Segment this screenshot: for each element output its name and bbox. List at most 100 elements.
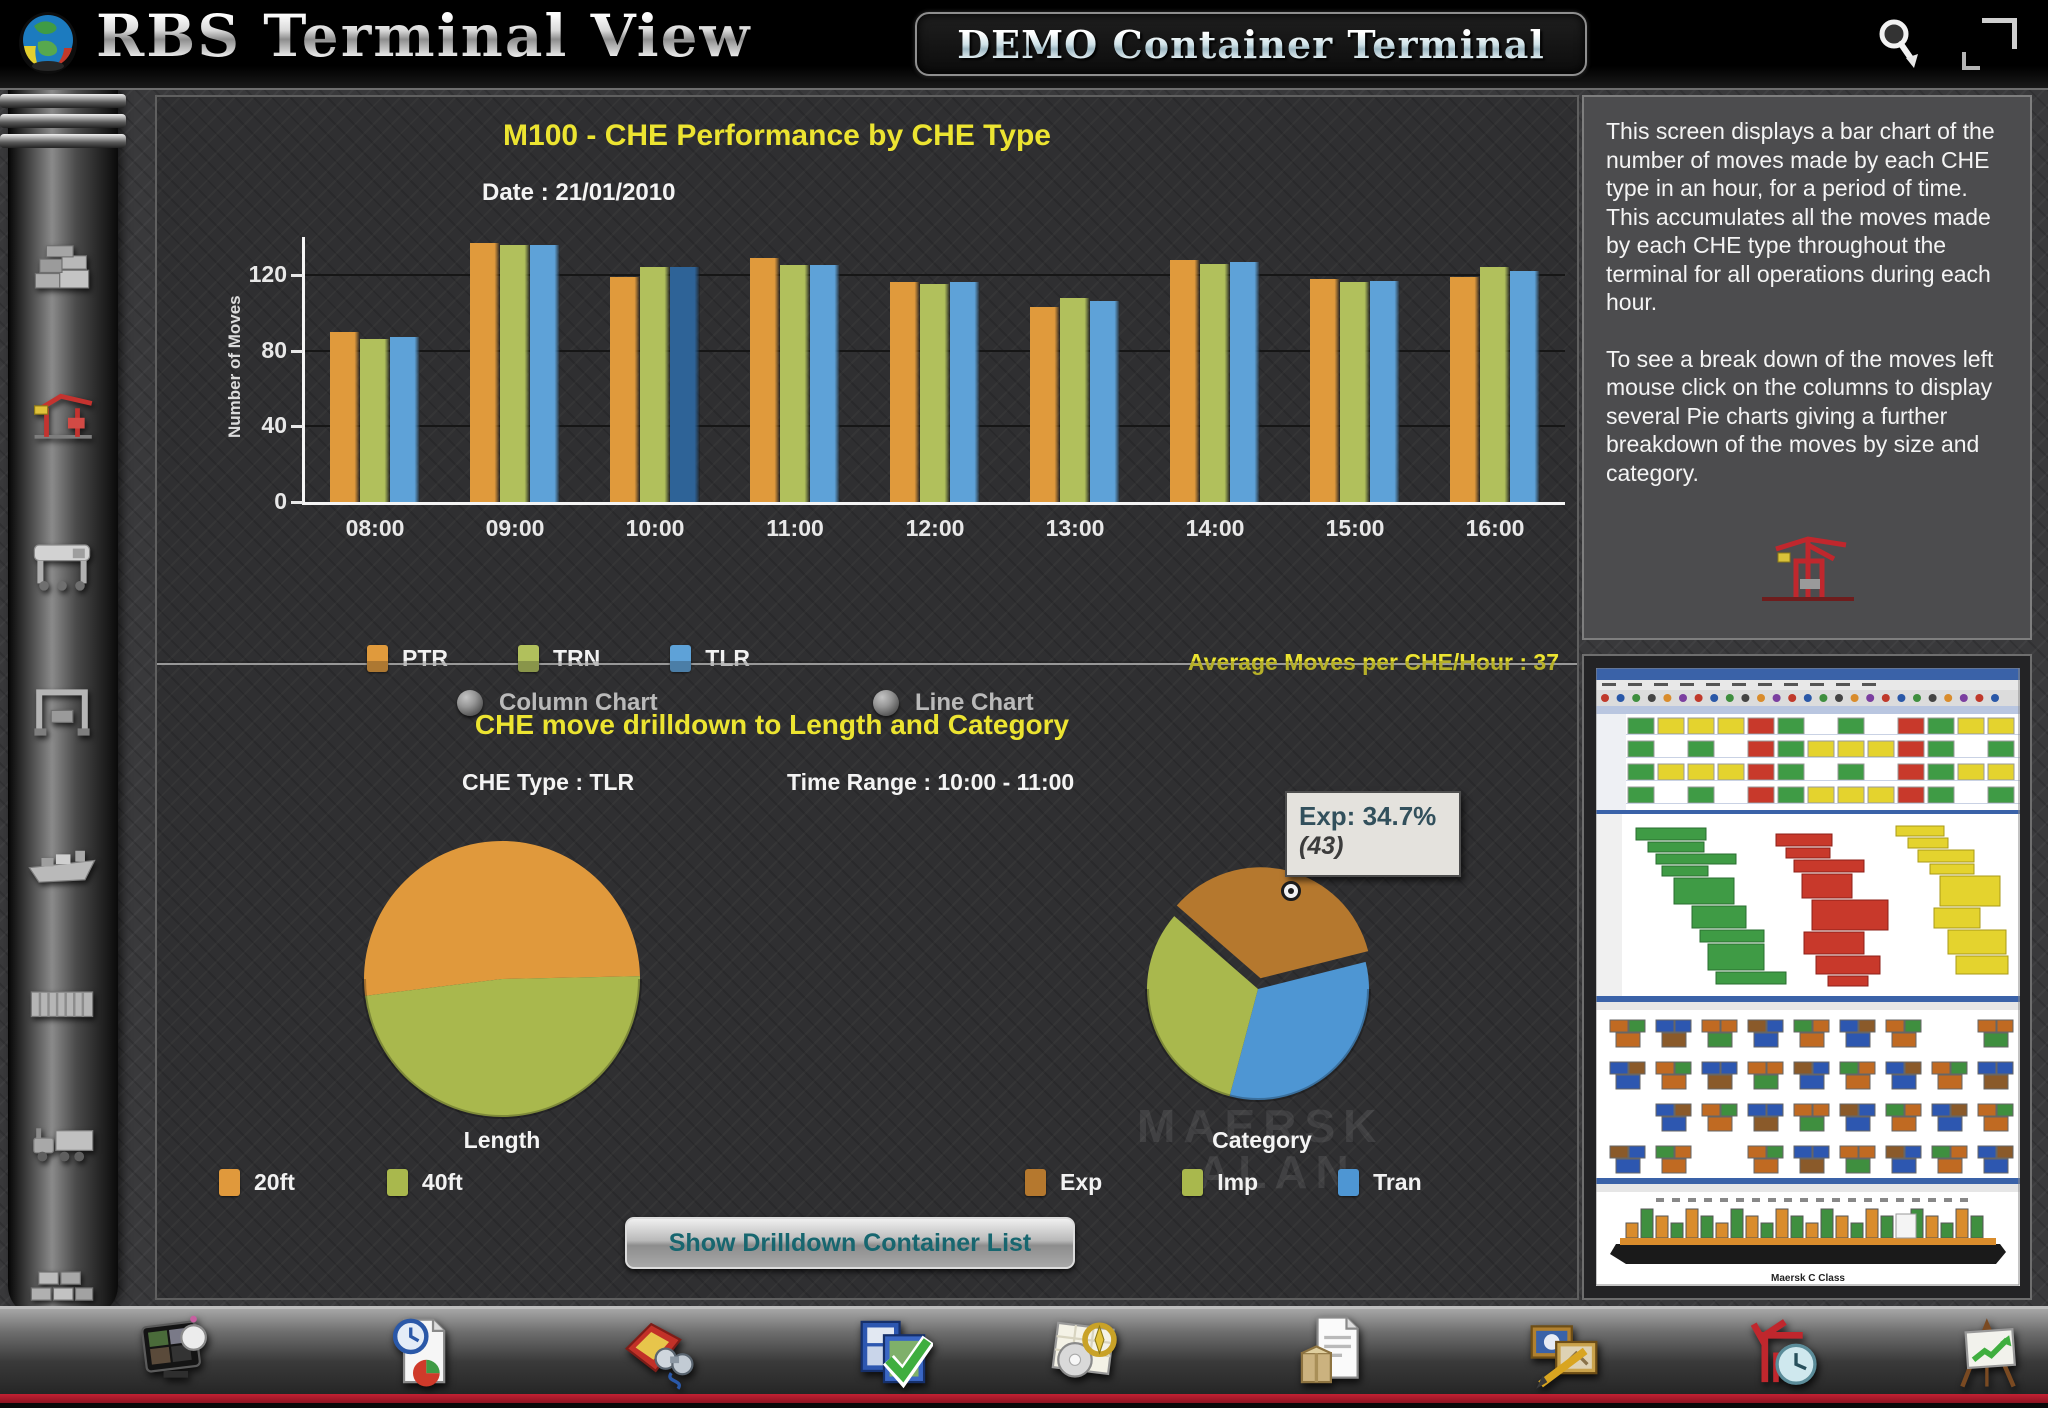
performance-chart-title: M100 - CHE Performance by CHE Type [503,119,1051,152]
bar-group-14:00 [1145,237,1285,502]
preview-block [1687,740,1715,758]
preview-block [1937,1158,1963,1174]
window-corner-icon[interactable] [1982,18,2017,49]
bar-PTR-08:00[interactable] [330,331,360,502]
preview-block [1661,1116,1687,1132]
bar-TRN-13:00[interactable] [1060,297,1090,502]
bar-PTR-15:00[interactable] [1310,278,1340,502]
preview-block [1628,683,1642,686]
sidebar-item-vessel[interactable] [20,820,104,896]
toolbar-tasks-check-icon[interactable] [855,1313,935,1391]
preview-block [1816,1198,1824,1202]
bar-PTR-10:00[interactable] [610,276,640,502]
toolbar-crane-clock-icon[interactable] [1747,1313,1825,1391]
sidebar-item-truck[interactable] [20,1105,104,1181]
bar-TLR-15:00[interactable] [1370,280,1400,502]
preview-block [1747,1061,1767,1075]
vessel-watermark: MAERSK ALAN [1137,1100,1385,1198]
show-drilldown-container-list-button[interactable]: Show Drilldown Container List [625,1217,1075,1269]
preview-block [1805,1222,1819,1239]
preview-block [1628,1019,1646,1033]
sidebar-item-container-stack[interactable] [20,230,104,306]
preview-block [1701,1019,1721,1033]
preview-block [1674,1019,1692,1033]
bar-TRN-16:00[interactable] [1480,267,1510,502]
pie-slice-Imp[interactable]: Imp: 32.3% (40) [1147,916,1258,1097]
bar-TLR-09:00[interactable] [530,244,560,502]
preview-block [1983,1032,2009,1048]
sidebar-item-quay-crane-active[interactable] [20,375,104,451]
bar-TLR-08:00[interactable] [390,337,420,502]
toolbar-pictures-pencil-icon[interactable] [1525,1313,1603,1391]
preview-block [1753,1074,1779,1090]
bar-PTR-16:00[interactable] [1450,276,1480,502]
preview-block [1661,1032,1687,1048]
bar-PTR-12:00[interactable] [890,282,920,502]
bar-TRN-14:00[interactable] [1200,263,1230,502]
bar-TRN-15:00[interactable] [1340,282,1370,502]
preview-block [1891,1074,1917,1090]
preview-block [1891,1116,1917,1132]
preview-block [1674,1061,1692,1075]
bar-TLR-14:00[interactable] [1230,261,1260,502]
sidebar-item-yard-stacks[interactable] [20,1245,104,1321]
bar-TLR-11:00[interactable] [810,265,840,502]
bar-TLR-13:00[interactable] [1090,301,1120,502]
radio-line-chart[interactable]: Line Chart [873,689,1034,717]
preview-block [1784,1198,1792,1202]
bar-TLR-10:00[interactable] [670,267,700,502]
toolbar-chart-easel-icon[interactable] [1949,1313,2027,1391]
preview-block [1839,1061,1859,1075]
legend-swatch-Exp [1025,1169,1046,1196]
preview-block [1812,1145,1830,1159]
preview-block [1596,996,2020,1002]
preview-block [1927,717,1955,735]
pie-slice-20ft[interactable]: 20ft: 51.6% (64) [364,841,640,996]
legend-item-Imp: Imp [1182,1169,1258,1196]
preview-block [1996,1019,2014,1033]
toolbar-screens-gallery-icon[interactable] [139,1313,217,1391]
pie-slice-Exp[interactable]: Exp: 34.7% (43) [1176,867,1369,979]
legend-item-20ft: 20ft [219,1169,295,1196]
preview-block [1673,877,1735,905]
sidebar-item-container[interactable] [20,965,104,1041]
pie-slice-Tran[interactable]: Tran: 33.0% (41) [1229,961,1369,1100]
radio-sphere[interactable] [457,690,483,716]
bar-TRN-12:00[interactable] [920,284,950,502]
preview-block [1987,740,2015,758]
planning-screens-preview[interactable]: Maersk C Class [1582,654,2032,1300]
bar-PTR-11:00[interactable] [750,257,780,502]
preview-block [1661,1074,1687,1090]
pie-slice-40ft[interactable]: 40ft: 48.4% (60) [365,976,640,1118]
toolbar-report-clock-icon[interactable] [384,1313,462,1391]
bar-TLR-12:00[interactable] [950,282,980,502]
preview-block [1987,717,2015,735]
bar-PTR-14:00[interactable] [1170,259,1200,502]
bar-TRN-08:00[interactable] [360,339,390,502]
radio-column-chart[interactable]: Column Chart [457,689,658,717]
preview-block [1758,683,1772,686]
preview-block [1777,740,1805,758]
preview-block [1720,1061,1738,1075]
radio-sphere[interactable] [873,690,899,716]
window-corner-small-icon[interactable] [1962,52,1980,70]
toolbar-map-compass-icon[interactable] [1046,1313,1124,1391]
sidebar-item-straddle-carrier[interactable] [20,525,104,601]
preview-block [1596,1002,2020,1010]
toolbar-package-document-icon[interactable] [1293,1313,1371,1391]
toolbar-folder-binoculars-icon[interactable] [620,1313,698,1391]
preview-block [1736,1198,1744,1202]
bar-TRN-10:00[interactable] [640,267,670,502]
bar-TLR-16:00[interactable] [1510,271,1540,502]
bar-TRN-11:00[interactable] [780,265,810,502]
legend-swatch-Tran [1338,1169,1360,1196]
bar-TRN-09:00[interactable] [500,244,530,502]
magnifier-icon[interactable] [1872,16,1924,72]
sidebar-item-rtg-crane[interactable] [20,670,104,746]
preview-block [1628,1145,1646,1159]
bar-PTR-13:00[interactable] [1030,307,1060,502]
legend-swatch-TRN [518,645,539,672]
bar-group-13:00 [1005,237,1145,502]
bar-PTR-09:00[interactable] [470,242,500,502]
preview-block [1753,1032,1779,1048]
